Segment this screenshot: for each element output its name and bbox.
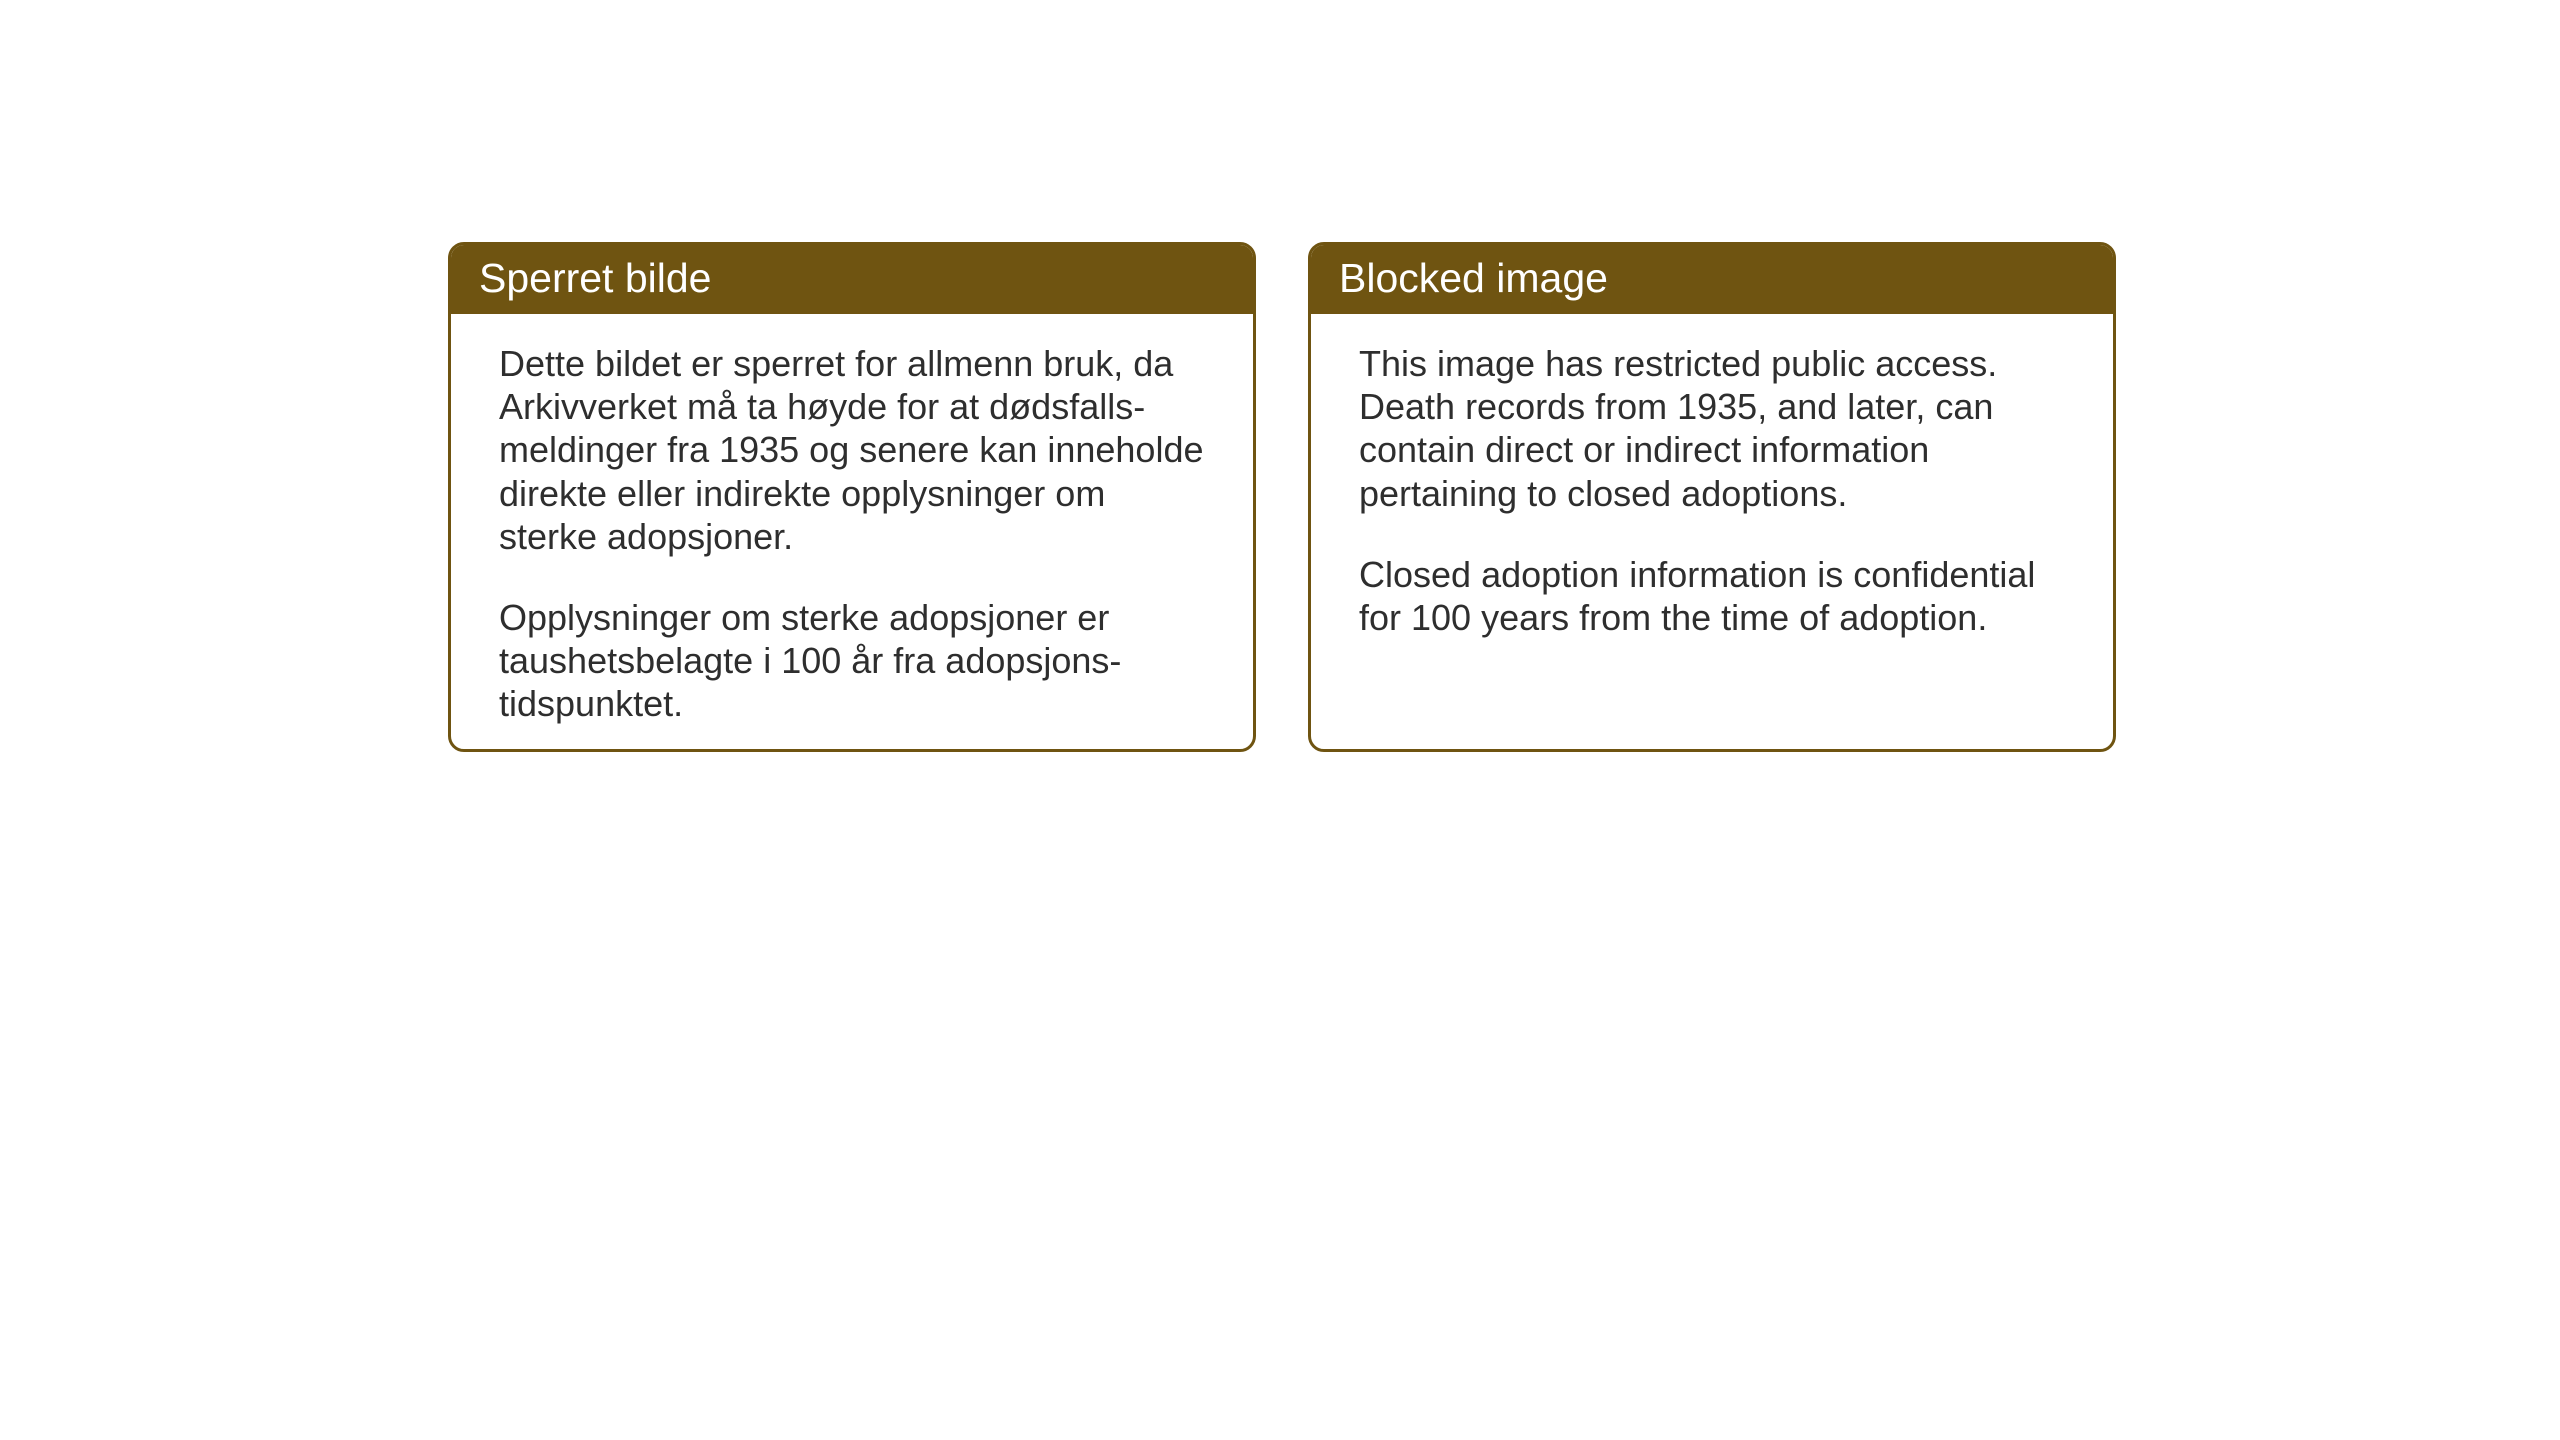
english-paragraph-1: This image has restricted public access.… — [1359, 342, 2065, 515]
english-paragraph-2: Closed adoption information is confident… — [1359, 553, 2065, 639]
norwegian-paragraph-2: Opplysninger om sterke adopsjoner er tau… — [499, 596, 1205, 726]
english-card-body: This image has restricted public access.… — [1311, 314, 2113, 677]
norwegian-card-body: Dette bildet er sperret for allmenn bruk… — [451, 314, 1253, 752]
notice-container: Sperret bilde Dette bildet er sperret fo… — [448, 242, 2116, 752]
norwegian-card-title: Sperret bilde — [451, 245, 1253, 314]
norwegian-paragraph-1: Dette bildet er sperret for allmenn bruk… — [499, 342, 1205, 558]
english-card-title: Blocked image — [1311, 245, 2113, 314]
norwegian-notice-card: Sperret bilde Dette bildet er sperret fo… — [448, 242, 1256, 752]
english-notice-card: Blocked image This image has restricted … — [1308, 242, 2116, 752]
